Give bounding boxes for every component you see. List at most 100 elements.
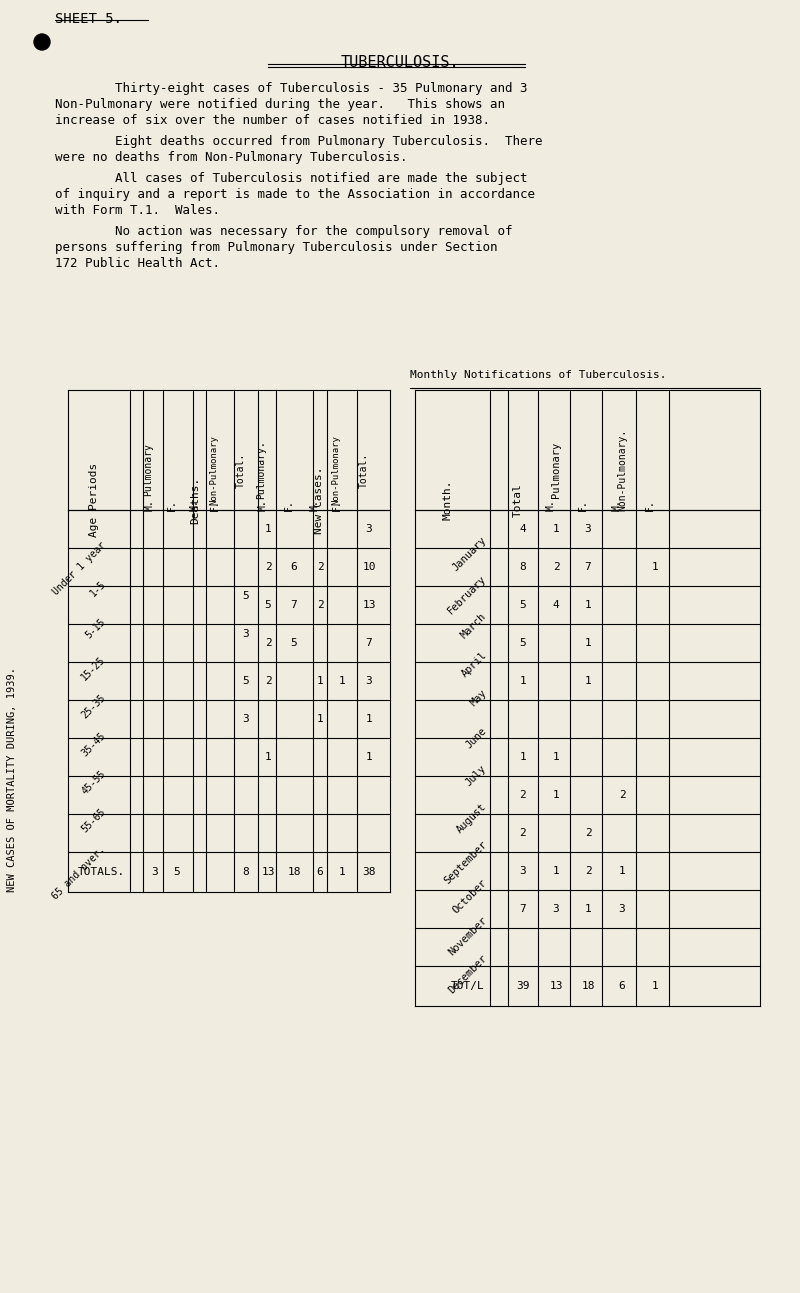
Text: 2: 2 xyxy=(317,562,323,572)
Text: December: December xyxy=(446,953,489,996)
Text: August: August xyxy=(455,802,489,835)
Text: 1: 1 xyxy=(265,524,271,534)
Text: February: February xyxy=(446,574,489,615)
Text: 1: 1 xyxy=(553,866,559,875)
Text: 5: 5 xyxy=(174,868,180,877)
Text: Age Periods: Age Periods xyxy=(89,463,99,537)
Text: Pulmonary.: Pulmonary. xyxy=(256,441,266,499)
Text: 6: 6 xyxy=(317,868,323,877)
Text: 35-45: 35-45 xyxy=(80,731,107,758)
Text: with Form T.1.  Wales.: with Form T.1. Wales. xyxy=(55,204,220,217)
Text: October: October xyxy=(450,878,489,915)
Text: F.: F. xyxy=(332,499,342,511)
Text: Eight deaths occurred from Pulmonary Tuberculosis.  There: Eight deaths occurred from Pulmonary Tub… xyxy=(55,134,542,147)
Text: 1-5: 1-5 xyxy=(88,578,107,597)
Text: F.: F. xyxy=(578,499,588,511)
Text: 3: 3 xyxy=(242,714,250,724)
Text: 2: 2 xyxy=(265,637,271,648)
Text: 2: 2 xyxy=(520,790,526,800)
Text: 45-55: 45-55 xyxy=(80,768,107,796)
Text: May: May xyxy=(468,688,489,707)
Text: March: March xyxy=(459,612,489,640)
Text: 3: 3 xyxy=(152,868,158,877)
Text: 7: 7 xyxy=(290,600,298,610)
Text: 13: 13 xyxy=(362,600,376,610)
Text: 65 and over.: 65 and over. xyxy=(50,844,107,901)
Text: 1: 1 xyxy=(520,676,526,687)
Text: 2: 2 xyxy=(585,828,591,838)
Text: 8: 8 xyxy=(520,562,526,572)
Text: 13: 13 xyxy=(550,981,562,990)
Text: April: April xyxy=(459,649,489,679)
Text: 18: 18 xyxy=(582,981,594,990)
Text: 10: 10 xyxy=(362,562,376,572)
Text: 1: 1 xyxy=(366,753,372,762)
Text: 1: 1 xyxy=(338,868,346,877)
Text: 2: 2 xyxy=(618,790,626,800)
Text: Month.: Month. xyxy=(442,480,453,520)
Text: Pulmonary: Pulmonary xyxy=(551,442,561,498)
Text: 1: 1 xyxy=(585,676,591,687)
Text: 18: 18 xyxy=(287,868,301,877)
Text: 6: 6 xyxy=(618,981,626,990)
Text: M.: M. xyxy=(310,499,320,511)
Text: 3: 3 xyxy=(585,524,591,534)
Text: 3: 3 xyxy=(366,676,372,687)
Text: TOT/L: TOT/L xyxy=(451,981,485,990)
Text: 13: 13 xyxy=(262,868,274,877)
Text: F.: F. xyxy=(284,499,294,511)
Text: 3: 3 xyxy=(242,628,250,639)
Text: 2: 2 xyxy=(585,866,591,875)
Text: 15-25: 15-25 xyxy=(80,654,107,683)
Text: 8: 8 xyxy=(242,868,250,877)
Text: 1: 1 xyxy=(553,753,559,762)
Text: 2: 2 xyxy=(265,562,271,572)
Text: Under 1 year: Under 1 year xyxy=(50,540,107,597)
Text: 2: 2 xyxy=(520,828,526,838)
Text: Total.: Total. xyxy=(236,453,246,487)
Text: Non-Pulmonary: Non-Pulmonary xyxy=(209,434,218,506)
Text: 3: 3 xyxy=(366,524,372,534)
Text: 2: 2 xyxy=(265,676,271,687)
Text: of inquiry and a report is made to the Association in accordance: of inquiry and a report is made to the A… xyxy=(55,187,535,200)
Text: January: January xyxy=(450,535,489,574)
Text: New Cases.: New Cases. xyxy=(314,467,324,534)
Text: 1: 1 xyxy=(317,714,323,724)
Text: SHEET 5.: SHEET 5. xyxy=(55,12,122,26)
Text: F.: F. xyxy=(645,499,655,511)
Text: 7: 7 xyxy=(520,904,526,914)
Text: 38: 38 xyxy=(362,868,376,877)
Text: 5: 5 xyxy=(520,600,526,610)
Text: Pulmonary: Pulmonary xyxy=(143,443,153,497)
Text: September: September xyxy=(442,839,489,886)
Text: M.: M. xyxy=(546,499,556,511)
Text: 4: 4 xyxy=(520,524,526,534)
Text: 1: 1 xyxy=(553,524,559,534)
Text: 1: 1 xyxy=(618,866,626,875)
Text: 39: 39 xyxy=(516,981,530,990)
Text: No action was necessary for the compulsory removal of: No action was necessary for the compulso… xyxy=(55,225,513,238)
Text: NEW CASES OF MORTALITY DURING, 1939.: NEW CASES OF MORTALITY DURING, 1939. xyxy=(7,667,17,892)
Text: 4: 4 xyxy=(553,600,559,610)
Text: TOTALS.: TOTALS. xyxy=(78,868,125,877)
Text: 1: 1 xyxy=(317,676,323,687)
Text: were no deaths from Non-Pulmonary Tuberculosis.: were no deaths from Non-Pulmonary Tuberc… xyxy=(55,151,407,164)
Text: 1: 1 xyxy=(520,753,526,762)
Text: M.: M. xyxy=(258,499,268,511)
Text: 1: 1 xyxy=(585,637,591,648)
Text: 5-15: 5-15 xyxy=(84,617,107,640)
Text: 3: 3 xyxy=(520,866,526,875)
Text: Deaths.: Deaths. xyxy=(190,476,201,524)
Text: increase of six over the number of cases notified in 1938.: increase of six over the number of cases… xyxy=(55,114,490,127)
Text: 2: 2 xyxy=(317,600,323,610)
Text: Monthly Notifications of Tuberculosis.: Monthly Notifications of Tuberculosis. xyxy=(410,370,666,380)
Text: 5: 5 xyxy=(242,676,250,687)
Text: All cases of Tuberculosis notified are made the subject: All cases of Tuberculosis notified are m… xyxy=(55,172,527,185)
Text: 7: 7 xyxy=(585,562,591,572)
Text: 172 Public Health Act.: 172 Public Health Act. xyxy=(55,257,220,270)
Text: November: November xyxy=(446,915,489,958)
Text: 3: 3 xyxy=(553,904,559,914)
Text: Non-Pulmonary: Non-Pulmonary xyxy=(331,434,340,506)
Text: 1: 1 xyxy=(652,562,658,572)
Text: persons suffering from Pulmonary Tuberculosis under Section: persons suffering from Pulmonary Tubercu… xyxy=(55,240,498,253)
